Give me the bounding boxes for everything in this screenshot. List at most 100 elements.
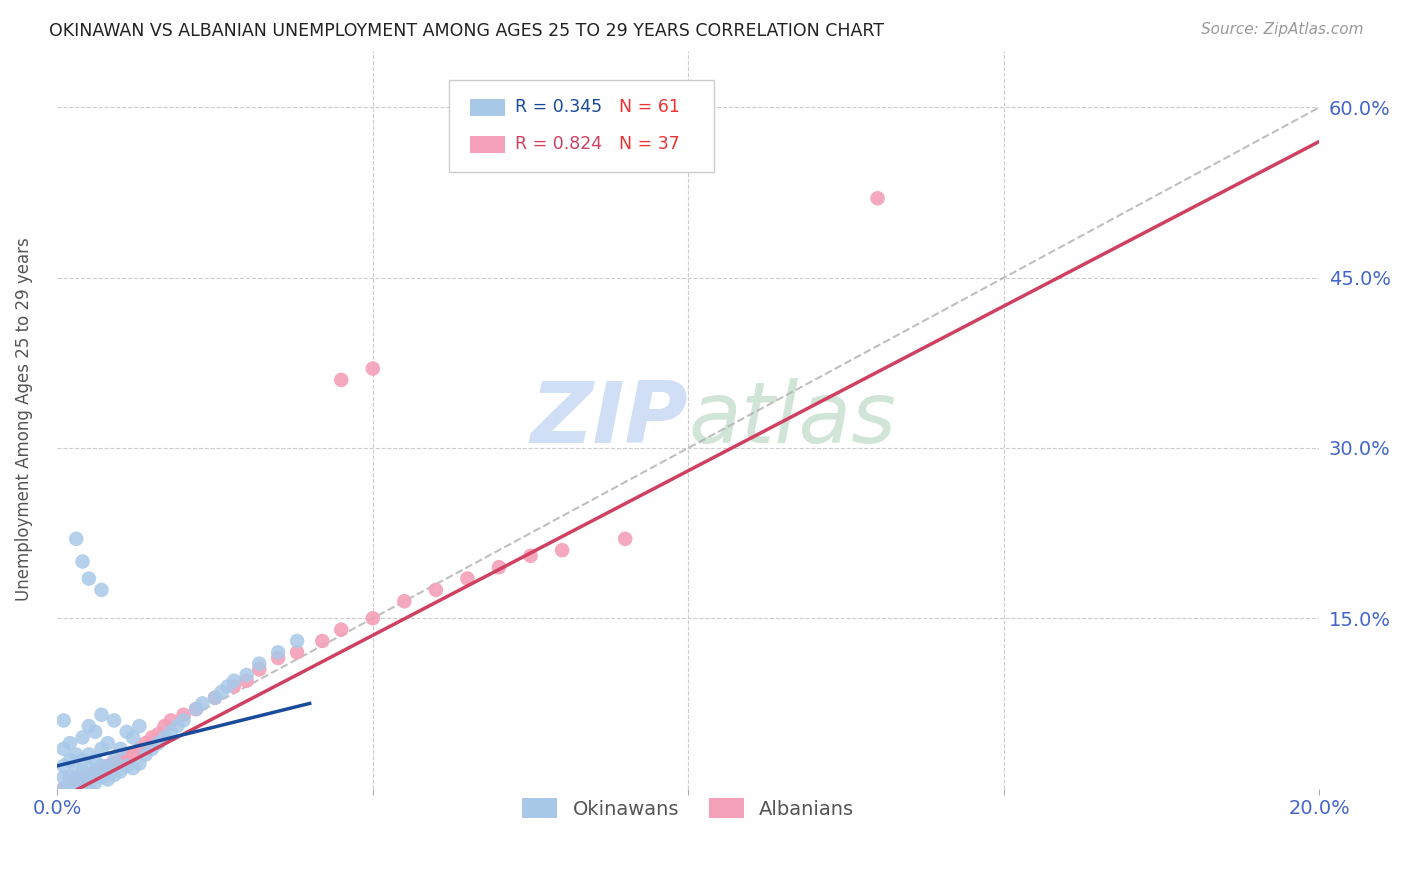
Point	[77, 719, 100, 733]
Point	[90, 707, 112, 722]
Point	[153, 731, 176, 745]
Point	[217, 679, 239, 693]
Text: ZIP: ZIP	[530, 378, 689, 461]
Point	[122, 747, 145, 762]
Point	[84, 764, 107, 779]
Point	[90, 741, 112, 756]
Point	[103, 714, 125, 728]
Point	[84, 768, 107, 782]
Point	[110, 741, 132, 756]
Point	[77, 768, 100, 782]
Point	[267, 651, 290, 665]
Point	[59, 753, 82, 767]
Point	[52, 759, 75, 773]
Legend: Okinawans, Albanians: Okinawans, Albanians	[515, 790, 862, 827]
Bar	[470, 136, 505, 153]
Point	[135, 736, 157, 750]
Point	[614, 532, 637, 546]
Point	[361, 361, 384, 376]
Point	[90, 761, 112, 775]
Point	[425, 582, 447, 597]
Point	[184, 702, 207, 716]
Bar	[470, 99, 505, 116]
Point	[153, 719, 176, 733]
Point	[222, 673, 245, 688]
Point	[72, 555, 94, 569]
Point	[72, 731, 94, 745]
Point	[65, 772, 87, 787]
Point	[77, 781, 100, 796]
Point	[330, 623, 353, 637]
Point	[394, 594, 416, 608]
Point	[184, 702, 207, 716]
Point	[222, 679, 245, 693]
Point	[247, 657, 270, 671]
Point	[141, 741, 163, 756]
Point	[52, 770, 75, 784]
Point	[330, 373, 353, 387]
Text: R = 0.345: R = 0.345	[516, 98, 603, 117]
Point	[285, 645, 308, 659]
Point	[52, 741, 75, 756]
Point	[84, 724, 107, 739]
Point	[285, 634, 308, 648]
Text: atlas: atlas	[689, 378, 896, 461]
Point	[90, 582, 112, 597]
Point	[191, 697, 214, 711]
Point	[311, 634, 333, 648]
Point	[128, 741, 150, 756]
Point	[65, 772, 87, 787]
Point	[72, 776, 94, 790]
Point	[90, 759, 112, 773]
Point	[235, 668, 257, 682]
Point	[267, 645, 290, 659]
Point	[103, 753, 125, 767]
Point	[128, 756, 150, 771]
Point	[209, 685, 232, 699]
Point	[84, 776, 107, 790]
Point	[122, 731, 145, 745]
Point	[72, 764, 94, 779]
Point	[148, 727, 170, 741]
Point	[115, 759, 138, 773]
Point	[160, 714, 183, 728]
Point	[122, 761, 145, 775]
Point	[866, 191, 889, 205]
Point	[97, 772, 120, 787]
Point	[77, 747, 100, 762]
Point	[173, 714, 195, 728]
Point	[72, 770, 94, 784]
Point	[72, 753, 94, 767]
Point	[52, 781, 75, 796]
Point	[247, 662, 270, 676]
Point	[97, 736, 120, 750]
Point	[488, 560, 510, 574]
Point	[135, 747, 157, 762]
Point	[148, 736, 170, 750]
Text: R = 0.824: R = 0.824	[516, 136, 603, 153]
Point	[52, 781, 75, 796]
Point	[97, 759, 120, 773]
Point	[65, 747, 87, 762]
Point	[141, 731, 163, 745]
Point	[204, 690, 226, 705]
Point	[59, 781, 82, 796]
Point	[103, 768, 125, 782]
Point	[97, 761, 120, 775]
Point	[84, 753, 107, 767]
Point	[65, 761, 87, 775]
Point	[77, 761, 100, 775]
Point	[204, 690, 226, 705]
Point	[115, 749, 138, 764]
Point	[59, 776, 82, 790]
Point	[519, 549, 541, 563]
Point	[77, 772, 100, 787]
Point	[52, 714, 75, 728]
Point	[551, 543, 574, 558]
Point	[128, 719, 150, 733]
Point	[235, 673, 257, 688]
Point	[77, 572, 100, 586]
Point	[65, 532, 87, 546]
Point	[173, 707, 195, 722]
Point	[103, 756, 125, 771]
